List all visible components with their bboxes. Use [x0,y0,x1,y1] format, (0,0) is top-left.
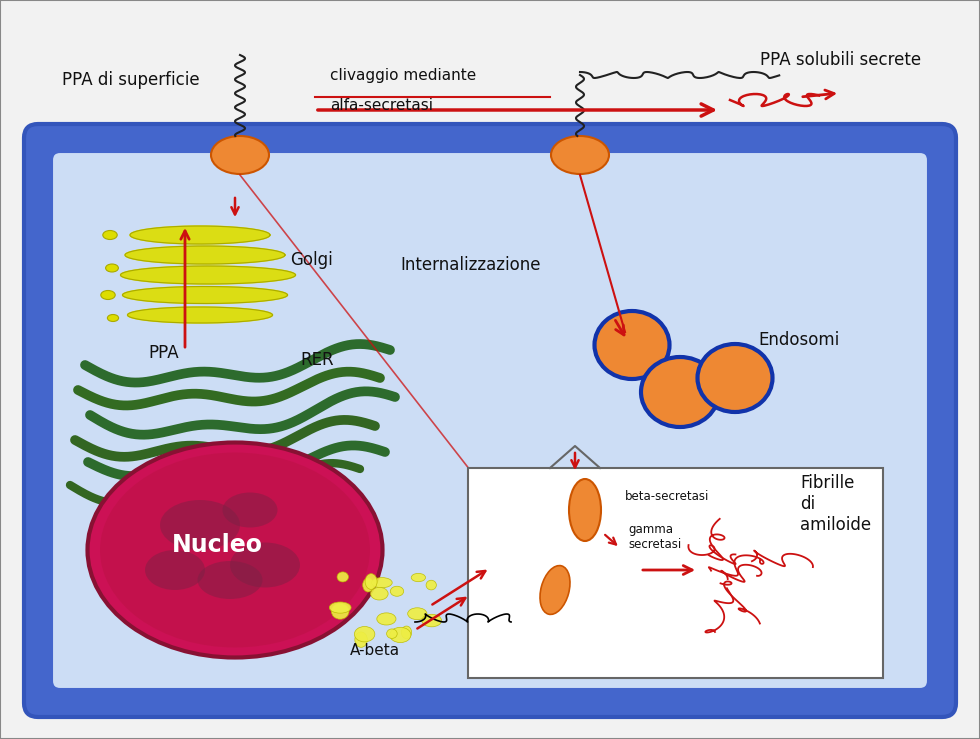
Text: Internalizzazione: Internalizzazione [400,256,541,274]
Ellipse shape [698,344,772,412]
Text: RER: RER [300,351,333,369]
Ellipse shape [421,614,442,627]
Text: Endosomi: Endosomi [758,331,839,349]
Ellipse shape [408,607,427,620]
Ellipse shape [386,629,397,638]
Text: Nucleo: Nucleo [172,533,263,557]
Polygon shape [122,287,287,304]
Ellipse shape [595,311,669,379]
Text: gamma
secretasi: gamma secretasi [628,523,681,551]
Text: A-beta: A-beta [350,643,400,658]
Ellipse shape [390,627,411,643]
Ellipse shape [390,586,404,596]
Ellipse shape [222,492,277,528]
Ellipse shape [540,565,570,614]
Ellipse shape [569,479,601,541]
Ellipse shape [211,136,269,174]
Ellipse shape [402,626,412,638]
Text: PPA: PPA [148,344,178,362]
Ellipse shape [355,632,368,647]
Text: PPA solubili secrete: PPA solubili secrete [760,51,921,69]
Ellipse shape [641,357,719,427]
Ellipse shape [101,290,116,299]
Polygon shape [130,226,270,244]
Ellipse shape [366,573,377,590]
Polygon shape [125,246,285,264]
Text: PPA di superficie: PPA di superficie [62,71,200,89]
Text: beta-secretasi: beta-secretasi [625,490,710,503]
Ellipse shape [426,580,436,590]
Ellipse shape [370,588,388,600]
Ellipse shape [106,264,119,272]
Ellipse shape [355,627,374,642]
Text: Fibrille
di
amiloide: Fibrille di amiloide [800,474,871,534]
Ellipse shape [100,452,370,647]
Text: clivaggio mediante: clivaggio mediante [330,68,476,83]
Ellipse shape [331,603,349,619]
Polygon shape [121,266,296,284]
Ellipse shape [103,231,118,239]
Bar [468,468,883,678]
Ellipse shape [337,572,349,582]
Text: alfa-secretasi: alfa-secretasi [330,98,433,113]
Polygon shape [127,307,272,323]
Ellipse shape [198,561,263,599]
Ellipse shape [108,315,119,321]
Ellipse shape [329,602,351,613]
Ellipse shape [145,550,205,590]
Ellipse shape [371,578,392,588]
Ellipse shape [363,578,373,592]
Ellipse shape [230,542,300,588]
Ellipse shape [551,136,609,174]
Ellipse shape [412,573,425,582]
Ellipse shape [87,443,382,658]
FancyBboxPatch shape [52,152,928,689]
Ellipse shape [160,500,240,550]
FancyBboxPatch shape [24,124,956,717]
Text: Golgi: Golgi [290,251,333,269]
Ellipse shape [376,613,396,625]
